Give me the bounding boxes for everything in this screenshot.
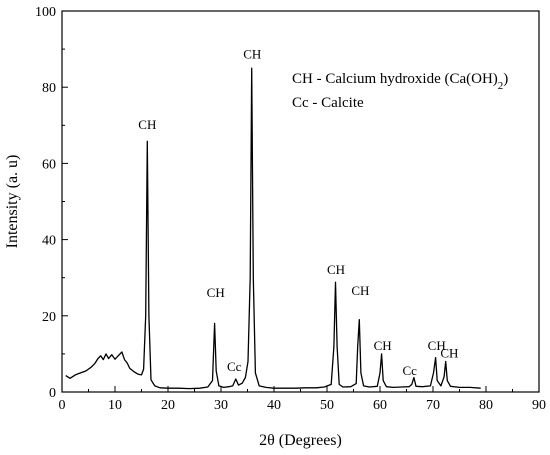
peak-label-ch: CH bbox=[374, 338, 392, 353]
plot-frame bbox=[61, 10, 540, 393]
legend: CH - Calcium hydroxide (Ca(OH)2) Cc - Ca… bbox=[292, 71, 508, 111]
peak-label-ch: CH bbox=[138, 117, 156, 132]
y-tick-label: 40 bbox=[42, 234, 56, 249]
legend-line-ch: CH - Calcium hydroxide (Ca(OH)2) bbox=[292, 71, 508, 92]
peak-label-ch: CH bbox=[327, 262, 345, 277]
diffractogram-line bbox=[65, 67, 481, 390]
x-tick-label: 50 bbox=[320, 398, 334, 413]
x-tick-label: 40 bbox=[267, 398, 281, 413]
x-tick-label: 80 bbox=[479, 398, 493, 413]
series-group bbox=[65, 67, 481, 390]
x-tick-label: 30 bbox=[214, 398, 228, 413]
y-tick-label: 80 bbox=[42, 81, 56, 96]
x-axis-label: 2θ (Degrees) bbox=[259, 432, 342, 449]
x-tick-label: 60 bbox=[373, 398, 387, 413]
y-axis-label: Intensity (a. u) bbox=[4, 155, 21, 249]
peak-label-ch: CH bbox=[243, 47, 261, 62]
peak-label-cc: Cc bbox=[227, 359, 242, 374]
y-tick-label: 60 bbox=[42, 157, 56, 172]
x-tick-label: 20 bbox=[161, 398, 175, 413]
peak-label-ch: CH bbox=[428, 338, 446, 353]
peak-label-ch: CH bbox=[440, 346, 458, 361]
x-tick-label: 0 bbox=[59, 398, 66, 413]
y-tick-label: 100 bbox=[35, 5, 56, 20]
x-tick-label: 90 bbox=[532, 398, 546, 413]
axes-group: 0 10 20 30 40 50 60 70 80 90 0 20 40 60 80 100 bbox=[35, 5, 546, 413]
y-tick-label: 0 bbox=[49, 386, 56, 401]
x-tick-label: 70 bbox=[426, 398, 440, 413]
peak-label-ch: CH bbox=[351, 283, 369, 298]
x-tick-label: 10 bbox=[108, 398, 122, 413]
y-tick-label: 20 bbox=[42, 310, 56, 325]
peak-label-cc: Cc bbox=[402, 363, 417, 378]
legend-line-cc: Cc - Calcite bbox=[292, 95, 364, 111]
peak-label-ch: CH bbox=[207, 285, 225, 300]
